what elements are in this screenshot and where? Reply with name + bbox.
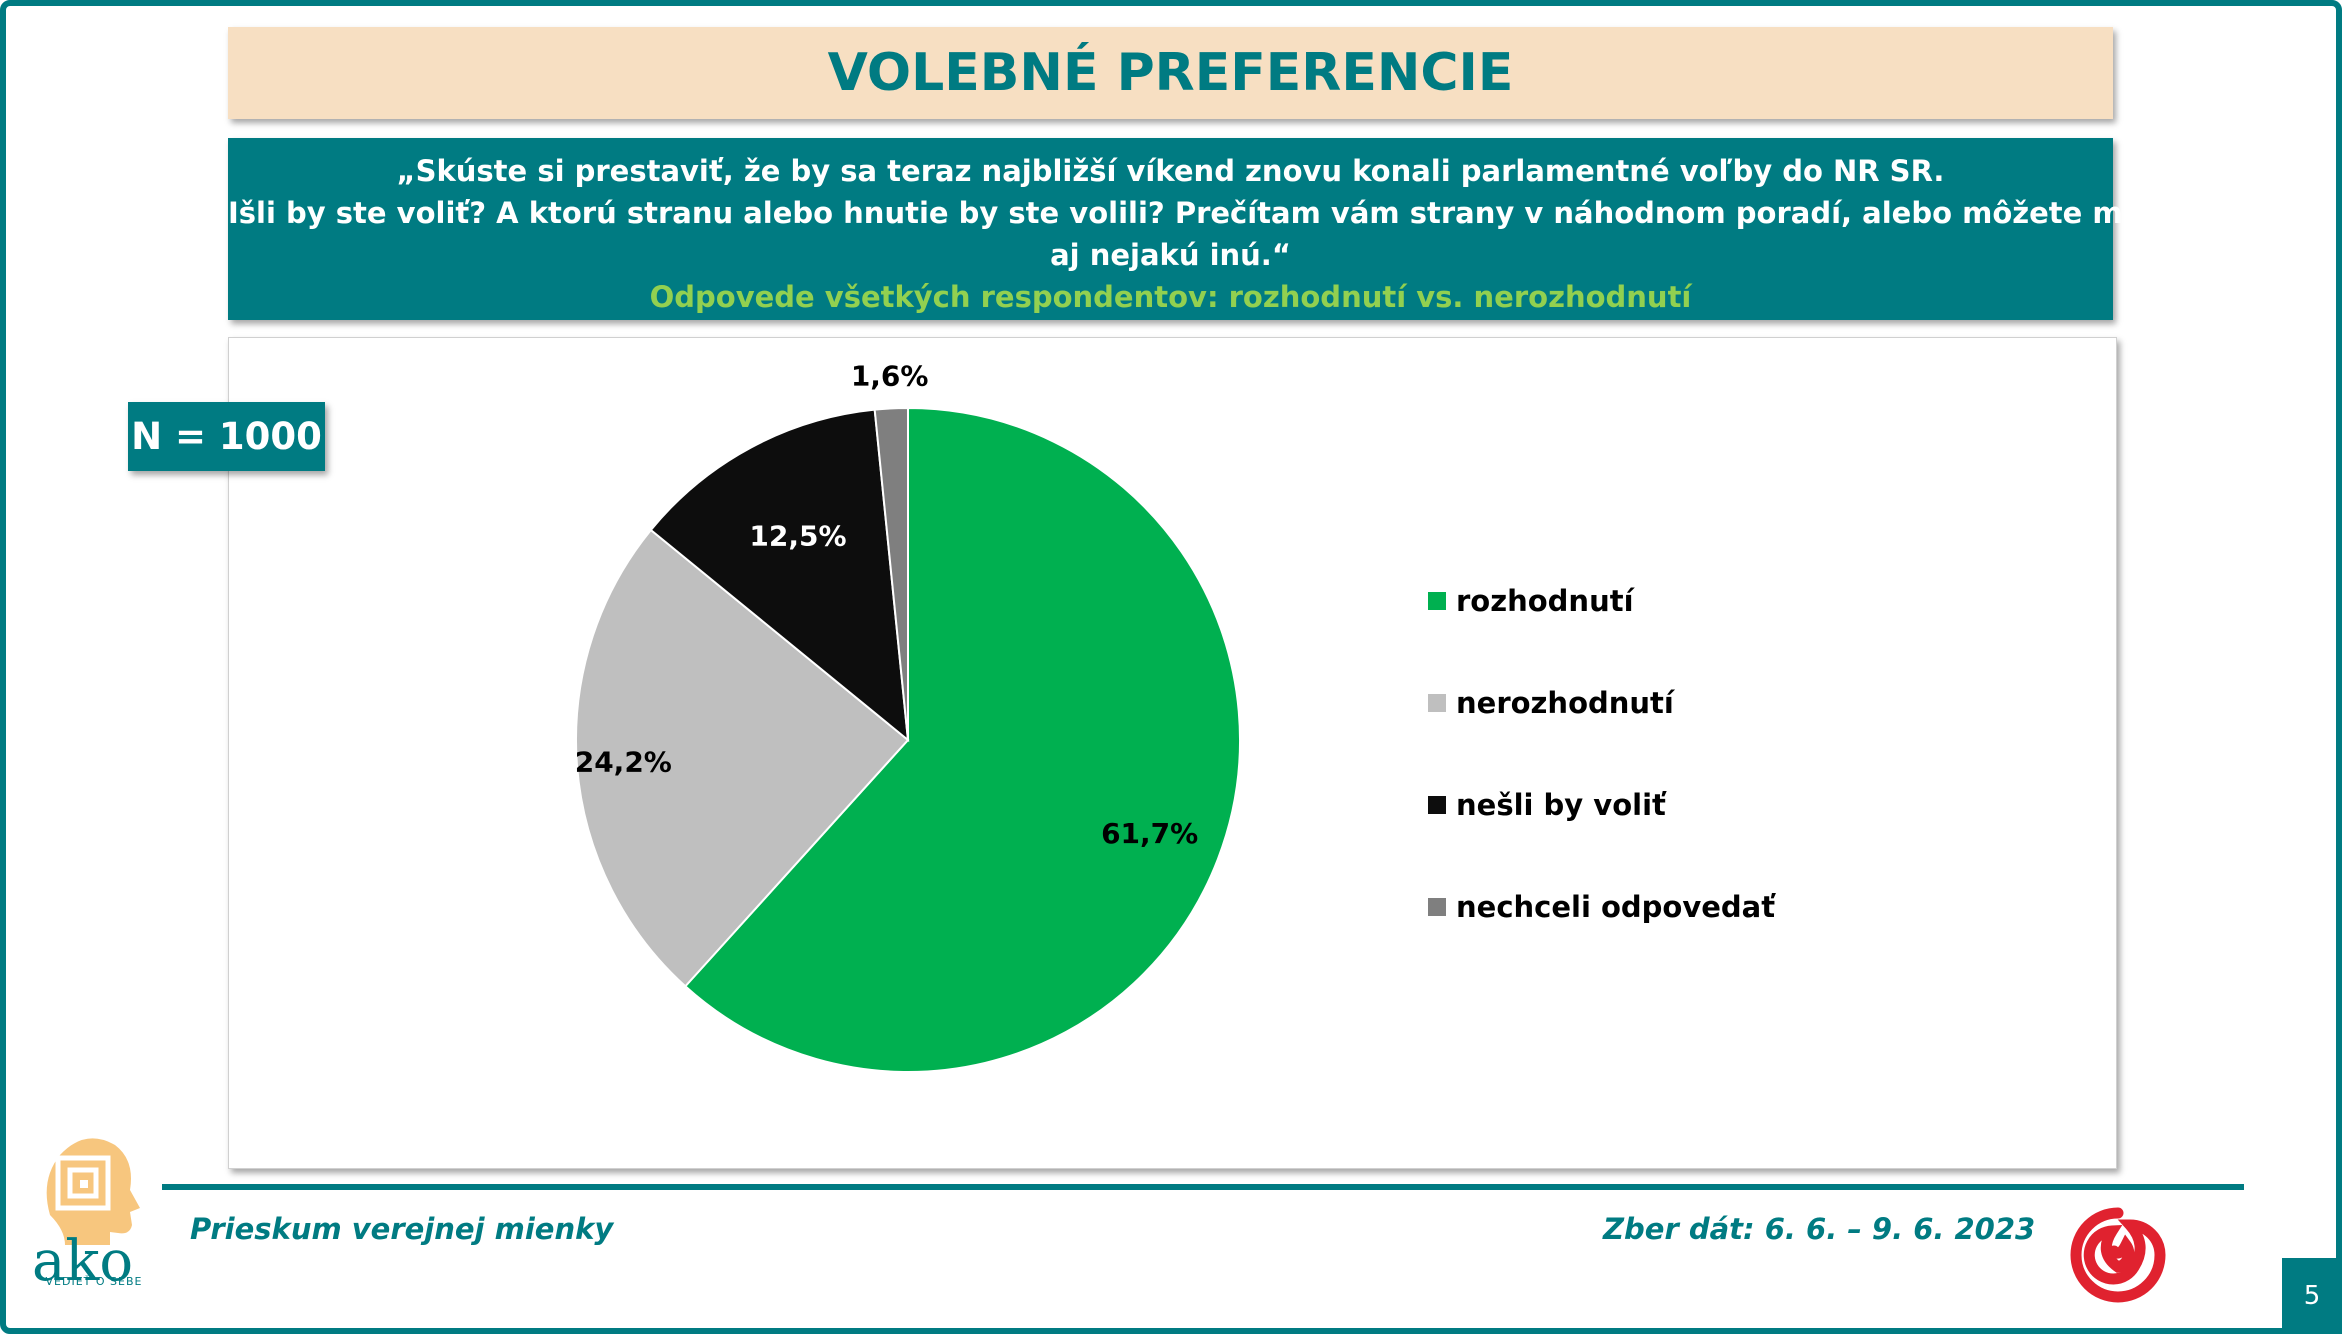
pie-data-label-2: 24,2% [575,746,672,779]
footer-survey-label: Prieskum verejnej mienky [190,1212,614,1246]
legend-item-4: nechceli odpovedať [1428,856,1775,958]
pie-data-label-4: 1,6% [851,359,929,392]
legend-swatch [1428,694,1446,712]
swirl-logo-icon [2070,1207,2166,1303]
ako-logo: ako [32,1138,140,1294]
pie-data-label-1: 61,7% [1101,817,1198,850]
legend-swatch [1428,898,1446,916]
pie-slice-1 [683,406,1241,1073]
question-line-1: „Skúste si prestaviť, že by sa teraz naj… [396,154,1945,188]
sample-size-badge: N = 1000 [128,402,325,471]
pie-slice-4 [873,406,909,741]
footer-divider [162,1184,2244,1190]
ako-logo-tagline: VEDIEŤ O SEBE [45,1275,143,1288]
footer-collection-dates: Zber dát: 6. 6. – 9. 6. 2023 [1603,1212,2036,1246]
pie-data-label-3: 12,5% [749,519,846,552]
legend-swatch [1428,592,1446,610]
question-line-3: aj nejakú inú.“ [1050,238,1291,272]
pie-slice-3 [649,408,910,743]
legend-item-1: rozhodnutí [1428,550,1775,652]
question-subtitle: Odpovede všetkých respondentov: rozhodnu… [649,280,1692,314]
question-box: „Skúste si prestaviť, že by sa teraz naj… [228,138,2236,320]
page-number: 5 [2282,1258,2342,1334]
legend-label: rozhodnutí [1456,584,1634,618]
ako-head-icon [46,1138,140,1245]
chart-legend: rozhodnutí nerozhodnutí nešli by voliť nech… [1428,550,1775,958]
pie-slice-2 [575,528,910,988]
ako-logo-text: ako [32,1229,133,1294]
legend-label: nerozhodnutí [1456,686,1674,720]
legend-label: nešli by voliť [1456,788,1666,822]
legend-swatch [1428,796,1446,814]
legend-label: nechceli odpovedať [1456,890,1776,924]
question-line-2: Išli by ste voliť? A ktorú stranu alebo … [228,196,2236,230]
legend-item-3: nešli by voliť [1428,754,1775,856]
legend-item-2: nerozhodnutí [1428,652,1775,754]
slide-title: VOLEBNÉ PREFERENCIE [228,27,2113,119]
